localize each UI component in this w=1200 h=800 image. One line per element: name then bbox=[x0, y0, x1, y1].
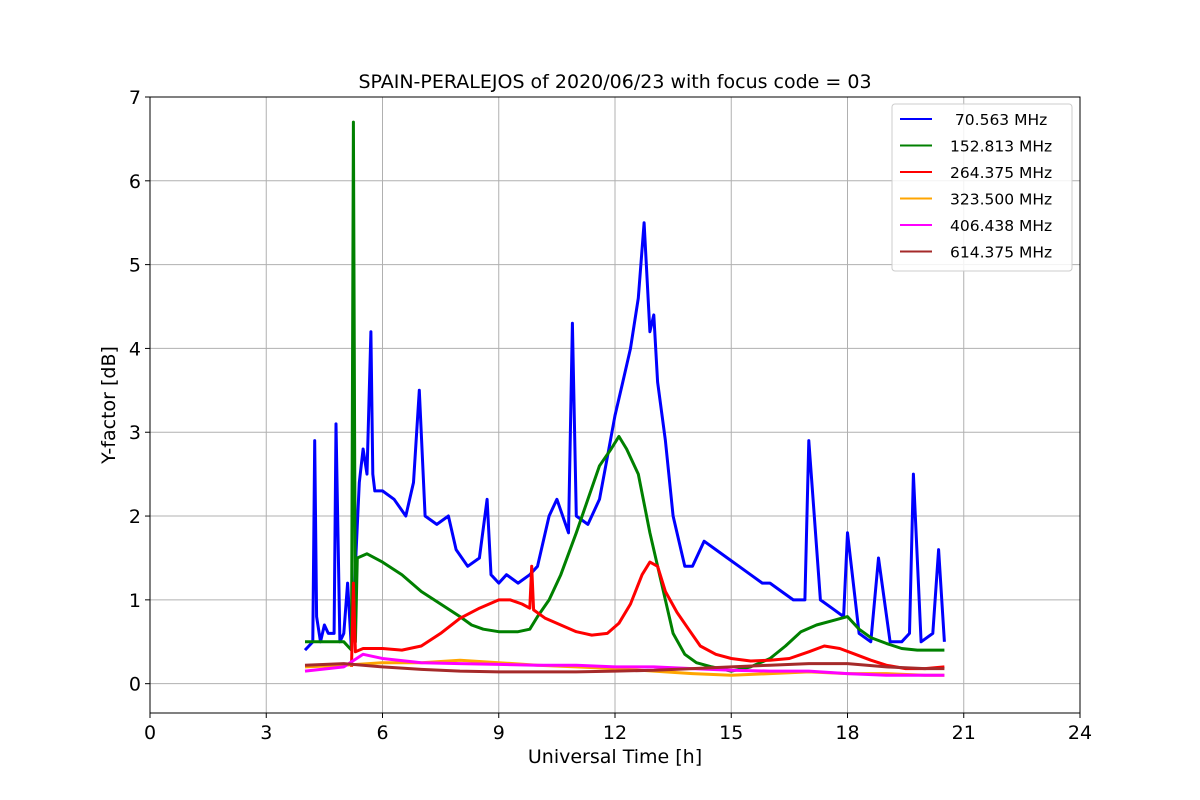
legend-label: 406.438 MHz bbox=[950, 217, 1052, 235]
y-tick-label: 1 bbox=[129, 590, 141, 612]
x-tick-label: 24 bbox=[1068, 722, 1092, 744]
x-tick-label: 18 bbox=[835, 722, 859, 744]
axes bbox=[145, 96, 1081, 718]
legend-label: 264.375 MHz bbox=[950, 164, 1052, 182]
y-tick-label: 7 bbox=[129, 87, 141, 109]
legend-label: 70.563 MHz bbox=[950, 111, 1047, 129]
x-tick-label: 9 bbox=[493, 722, 505, 744]
legend-box bbox=[891, 103, 1073, 272]
y-tick-label: 4 bbox=[129, 338, 141, 360]
y-tick-label: 5 bbox=[129, 255, 141, 277]
series-lines bbox=[303, 120, 946, 677]
legend-label: 152.813 MHz bbox=[950, 138, 1052, 156]
y-tick-label: 2 bbox=[129, 506, 141, 528]
x-tick-label: 3 bbox=[260, 722, 272, 744]
legend-label: 323.500 MHz bbox=[950, 191, 1052, 209]
legend-label: 614.375 MHz bbox=[950, 244, 1052, 262]
series-line-4 bbox=[304, 652, 945, 677]
x-tick-label: 21 bbox=[952, 722, 976, 744]
chart-title: SPAIN-PERALEJOS of 2020/06/23 with focus… bbox=[358, 71, 871, 93]
x-tick-label: 12 bbox=[603, 722, 627, 744]
y-axis-label: Y-factor [dB] bbox=[98, 346, 120, 465]
x-axis-label: Universal Time [h] bbox=[528, 746, 702, 768]
y-tick-label: 6 bbox=[129, 171, 141, 193]
series-line-2 bbox=[350, 560, 945, 671]
y-tick-label: 0 bbox=[129, 674, 141, 696]
legend: 70.563 MHz 152.813 MHz 264.375 MHz 323.500 … bbox=[891, 103, 1073, 272]
x-tick-label: 0 bbox=[144, 722, 156, 744]
series-line-1 bbox=[305, 120, 945, 673]
series-line-5 bbox=[304, 662, 945, 674]
x-tick-label: 15 bbox=[719, 722, 743, 744]
y-tick-label: 3 bbox=[129, 422, 141, 444]
x-tick-label: 6 bbox=[376, 722, 388, 744]
